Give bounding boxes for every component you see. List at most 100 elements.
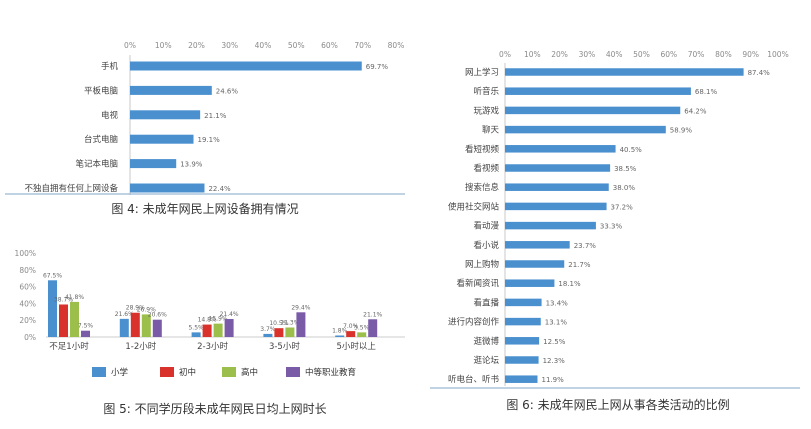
data-label: 7.5% (78, 323, 94, 330)
chart-online-activities: 0% 10% 20% 30% 40% 50% 60% 70% 80% 90% 100% 网上学习 87.… (430, 50, 800, 412)
data-label: 7.0% (343, 323, 359, 330)
category-label: 看短视频 (465, 144, 500, 155)
legend-label: 小学 (111, 367, 129, 378)
legend-swatch (286, 367, 300, 377)
category-label: 2-3小时 (197, 341, 228, 352)
x-tick-label: 20% (188, 41, 205, 50)
figure-caption: 图 4: 未成年网民上网设备拥有情况 (111, 202, 298, 216)
data-label: 13.4% (546, 299, 569, 307)
x-tick-label: 0% (499, 50, 511, 59)
bar (368, 319, 378, 337)
bar (59, 304, 68, 337)
x-tick-label: 80% (715, 50, 732, 59)
bar (505, 356, 539, 364)
bar (70, 301, 79, 337)
y-tick-label: 40% (19, 299, 36, 308)
x-tick-label: 30% (579, 50, 596, 59)
chart-device-ownership: 0% 10% 20% 30% 40% 50% 60% 70% 80% 手机 69.7% 平板电脑 24.… (5, 41, 405, 216)
data-label: 29.4% (291, 304, 310, 311)
x-tick-label: 70% (354, 41, 371, 50)
data-label: 26.9% (137, 306, 156, 313)
category-label: 聊天 (482, 125, 500, 136)
x-tick-label: 60% (660, 50, 677, 59)
data-label: 12.5% (543, 338, 566, 346)
category-label: 不独自拥有任何上网设备 (24, 183, 118, 194)
category-label: 1-2小时 (125, 341, 156, 352)
bar (202, 324, 212, 337)
category-label: 电视 (101, 110, 119, 121)
data-label: 13.9% (180, 161, 203, 169)
category-label: 逛微博 (473, 336, 499, 347)
data-label: 64.2% (684, 107, 707, 115)
category-label: 5小时以上 (336, 341, 376, 352)
legend-label: 中等职业教育 (305, 367, 356, 378)
data-label: 11.3% (280, 320, 299, 327)
bar (48, 280, 57, 337)
bar (130, 85, 212, 95)
bar (224, 319, 234, 337)
data-label: 21.4% (220, 311, 239, 318)
data-label: 41.8% (65, 294, 84, 301)
y-tick-label: 0% (24, 333, 36, 342)
bar (296, 312, 306, 337)
bar (130, 183, 205, 193)
bar (505, 202, 607, 211)
data-label: 18.1% (558, 280, 581, 288)
category-label: 听电台、听书 (448, 374, 500, 385)
legend-swatch (222, 367, 236, 377)
category-label: 不足1小时 (49, 341, 89, 352)
bar (152, 319, 162, 337)
bar (505, 87, 691, 95)
bar (130, 61, 362, 71)
data-label: 24.6% (216, 87, 239, 95)
category-label: 看小说 (473, 240, 499, 251)
bar (357, 332, 367, 337)
data-label: 21.6% (115, 311, 134, 318)
data-label: 38.5% (614, 165, 637, 173)
category-label: 手机 (101, 61, 119, 72)
bar (505, 183, 609, 191)
y-tick-label: 20% (19, 316, 36, 325)
data-label: 3.7% (260, 326, 276, 333)
category-label: 玩游戏 (473, 105, 499, 116)
figure-caption: 图 5: 不同学历段未成年网民日均上网时长 (103, 401, 326, 416)
chart-daily-online-duration: 0% 20% 40% 60% 80% 100% 67.5% 38.7%41.8% 7.5% 不足1… (15, 249, 405, 416)
legend-swatch (92, 367, 106, 377)
category-label: 进行内容创作 (448, 317, 500, 328)
data-label: 22.4% (208, 185, 231, 193)
bar (505, 106, 681, 115)
x-tick-label: 50% (288, 41, 305, 50)
x-tick-label: 10% (524, 50, 541, 59)
data-label: 11.9% (541, 376, 564, 384)
bar (213, 323, 223, 337)
x-tick-label: 30% (221, 41, 238, 50)
x-tick-label: 20% (551, 50, 568, 59)
data-label: 15.9% (209, 316, 228, 323)
x-tick-label: 100% (767, 50, 788, 59)
category-label: 看直播 (473, 297, 499, 308)
data-label: 21.7% (568, 261, 591, 269)
data-label: 19.1% (198, 136, 221, 144)
y-tick-label: 60% (19, 283, 36, 292)
data-label: 69.7% (366, 63, 389, 71)
bar (263, 333, 273, 337)
bar (81, 330, 90, 337)
data-label: 37.2% (611, 203, 634, 211)
data-label: 28.9% (126, 305, 145, 312)
legend-label: 高中 (241, 367, 258, 378)
data-label: 87.4% (748, 69, 771, 77)
bar (505, 260, 565, 268)
data-label: 5.5% (188, 324, 204, 331)
data-label: 13.1% (545, 319, 568, 327)
data-label: 21.1% (363, 311, 382, 318)
data-label: 20.6% (148, 312, 167, 319)
bar (285, 327, 295, 337)
bar (119, 318, 129, 337)
data-label: 40.5% (620, 146, 643, 154)
data-label: 23.7% (574, 242, 597, 250)
data-label: 38.0% (613, 184, 636, 192)
data-label: 21.1% (204, 112, 227, 120)
category-label: 逛论坛 (473, 355, 499, 366)
category-label: 看视频 (473, 163, 499, 174)
